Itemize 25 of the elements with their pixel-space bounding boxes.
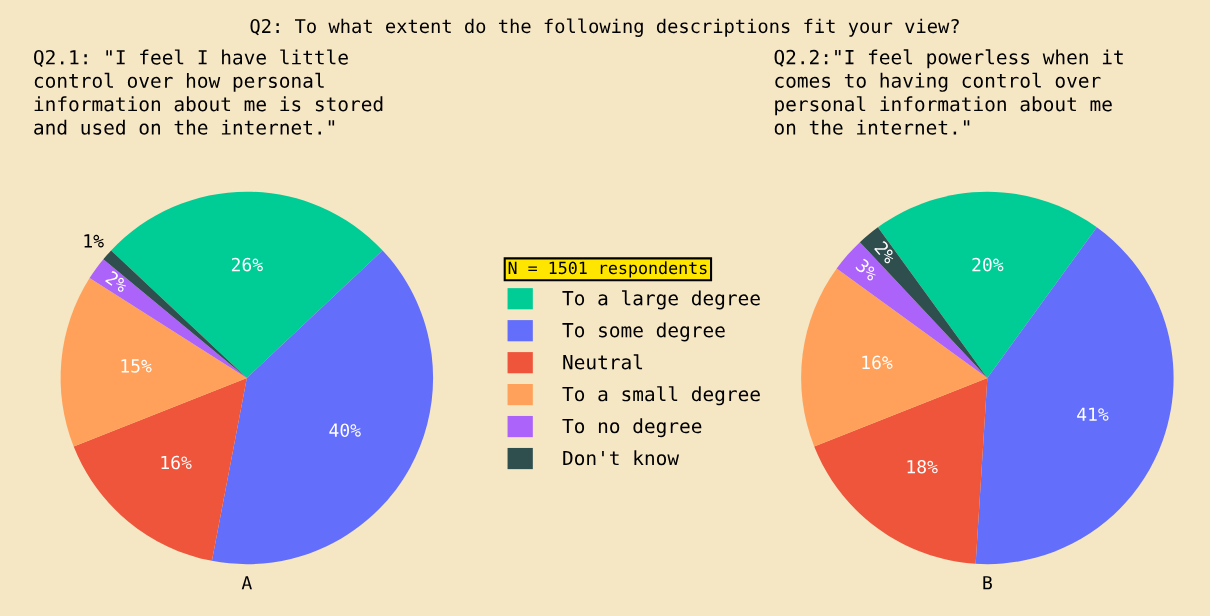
data-label: 41% — [1077, 407, 1109, 421]
legend-label: To no degree — [562, 418, 702, 438]
legend-label: Don't know — [563, 450, 680, 466]
data-label: 15% — [121, 359, 152, 373]
data-label: 16% — [862, 355, 893, 370]
legend-label: To a small degree — [562, 386, 760, 406]
legend-label: To some degree — [562, 322, 725, 342]
text: B — [983, 576, 992, 590]
data-label: 2% — [105, 270, 130, 293]
chart-title: Q2: To what extent do the following descriptions fit your view? — [250, 18, 959, 37]
legend-title: N = 1501 respondents — [508, 261, 707, 278]
legend-label: Neutral — [563, 354, 643, 370]
text: A — [241, 576, 252, 590]
chart-subtitle: Q2.2:"I feel powerless when it comes to having control over personal information about me on the internet." — [774, 49, 1123, 135]
chart-subtitle: Q2.1: "I feel I have little control over how personal information about me is stored and used on the internet." — [34, 49, 383, 135]
pie-slice — [211, 250, 434, 565]
data-label: 20% — [972, 257, 1004, 272]
data-label: 1% — [84, 234, 104, 248]
pie-slice — [73, 377, 247, 561]
data-label: 40% — [329, 423, 361, 438]
pie-slice — [814, 377, 988, 564]
data-label: 18% — [907, 459, 938, 474]
data-label: 26% — [231, 257, 263, 272]
data-label: 16% — [161, 455, 192, 470]
legend-label: To a large degree — [562, 290, 760, 310]
